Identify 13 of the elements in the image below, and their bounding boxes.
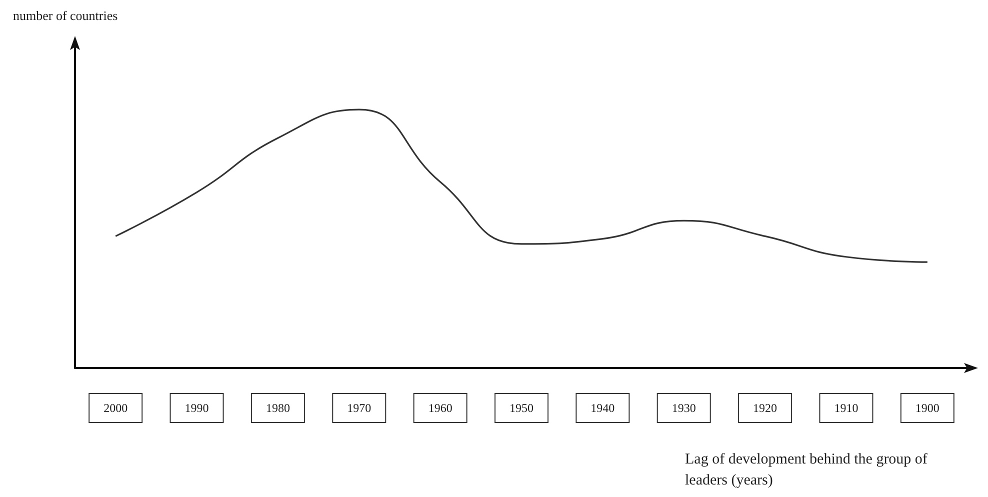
x-tick-label: 1910 [834,401,858,415]
x-tick-label: 1990 [184,401,209,415]
x-tick-label: 1900 [915,401,940,415]
x-tick-label: 1980 [266,401,290,415]
text: number of countries [13,8,118,23]
x-tick-label: 1920 [753,401,778,415]
x-tick-label: 1940 [590,401,615,415]
x-axis-title: Lag of development behind the group of leaders (years) [685,452,932,488]
x-tick-label: 1950 [510,401,534,415]
x-tick-label: 2000 [104,401,128,415]
x-tick-label: 1970 [347,401,372,415]
x-tick-label: 1960 [428,401,452,415]
x-tick-label: 1930 [672,401,696,415]
